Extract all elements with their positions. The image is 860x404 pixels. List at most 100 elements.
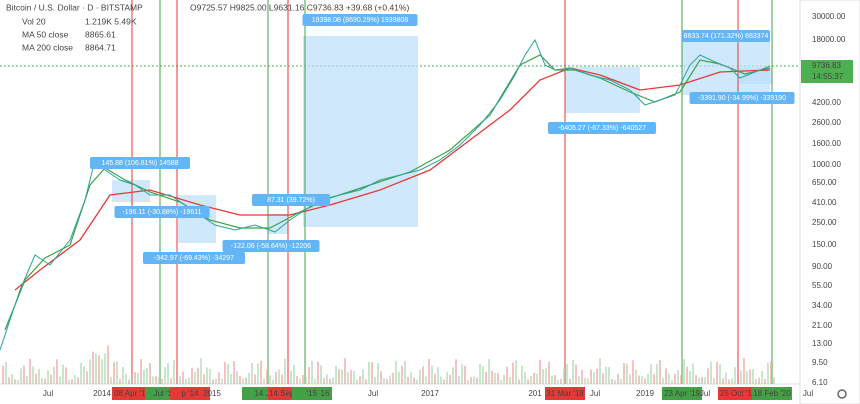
volume-bar [626,363,628,384]
volume-bar [548,361,550,384]
volume-bar [230,374,232,384]
volume-bar [692,363,694,384]
volume-bar [116,361,118,384]
price-label: 250.00 [812,218,837,227]
volume-bar [740,370,742,384]
volume-bar [263,378,265,384]
time-label: 25 Oct '19 [720,389,757,398]
volume-bar [770,361,772,384]
measure-box [112,180,150,202]
annotation-box [302,14,418,26]
volume-bar [92,351,94,384]
time-label: 2019 [636,389,654,398]
annotation-label: -342.97 (-69.43%) -34297 [154,255,234,262]
volume-bar [347,372,349,384]
volume-bar [344,358,346,384]
vertical-lines [131,0,773,384]
annotation-label: 8833.74 (171.32%) 883374 [684,33,769,40]
date-tag [170,387,210,400]
time-label: 31 Mar '18 [546,389,584,398]
price-label: 1000.00 [812,160,841,169]
volume-bar [5,361,7,384]
volume-bar [647,373,649,384]
volume-bar [458,375,460,384]
volume-bar [695,375,697,384]
volume-bar [494,372,496,384]
volume-bar [386,378,388,384]
volume-bar [545,368,547,384]
volume-bar [617,373,619,384]
volume-bar [239,376,241,384]
volume-bar [662,378,664,384]
price-label: 150.00 [812,240,837,249]
volume-bar [113,362,115,384]
volume-bar [716,361,718,384]
volume-bar [8,377,10,384]
volume-bar [635,369,637,384]
annotation-box [548,122,656,134]
volume-bar [518,379,520,384]
volume-bar [152,376,154,384]
volume-bar [95,353,97,384]
volume-bar [380,371,382,384]
volume-bar [296,376,298,384]
annotation-box [682,30,770,42]
ma200-line [14,67,771,291]
volume-bar [209,368,211,384]
volume-bar [194,371,196,384]
volume-bar [275,371,277,384]
volume-bar [668,373,670,384]
indicator-name: MA 200 close [22,42,73,52]
volume-bar [428,358,430,384]
volume-bar [758,377,760,384]
volume-bar [485,371,487,384]
volume-bar [326,374,328,384]
volume-bar [440,376,442,384]
volume-bar [212,379,214,384]
volume-bar [503,374,505,384]
volume-bar [425,376,427,384]
volume-bar [164,367,166,384]
price-label: 34.00 [812,301,833,310]
price-label: 30000.00 [812,12,846,21]
indicator-name: Vol 20 [22,16,46,26]
volume-bar [572,359,574,384]
volume-bar [755,378,757,384]
volume-bar [29,358,31,384]
annotation-box [252,194,330,206]
time-label: 2015 [203,389,221,398]
volume-bar [122,366,124,384]
settings-icon[interactable] [837,389,847,399]
price-label: 13.00 [812,339,833,348]
volume-bar [719,364,721,384]
annotation-box [90,157,190,169]
volume-bar [557,379,559,384]
volume-bar [35,373,37,384]
date-tag [662,387,702,400]
volume-bar [698,377,700,384]
time-label: Jul [700,389,710,398]
measure-box [738,68,772,84]
volume-bar [383,377,385,384]
time-label: 14 Sep '15 [269,389,308,398]
volume-bar [575,364,577,384]
volume-bar [119,379,121,384]
date-tag [112,387,152,400]
volume [2,345,775,384]
volume-bar [512,362,514,384]
volume-bar [653,374,655,384]
volume-bar [476,377,478,384]
volume-bar [596,368,598,384]
volume-bar [341,369,343,384]
volume-bar [767,362,769,384]
volume-bar [725,372,727,384]
price-label: 4200.00 [812,98,841,107]
volume-bar [749,369,751,384]
volume-bar [50,374,52,384]
annotation-label: -6405.27 (-67.33%) -640527 [558,125,646,132]
volume-bar [188,377,190,384]
time-label: 18 Feb '20 [753,389,791,398]
volume-bar [65,367,67,384]
volume-bar [149,363,151,384]
volume-bar [254,374,256,384]
